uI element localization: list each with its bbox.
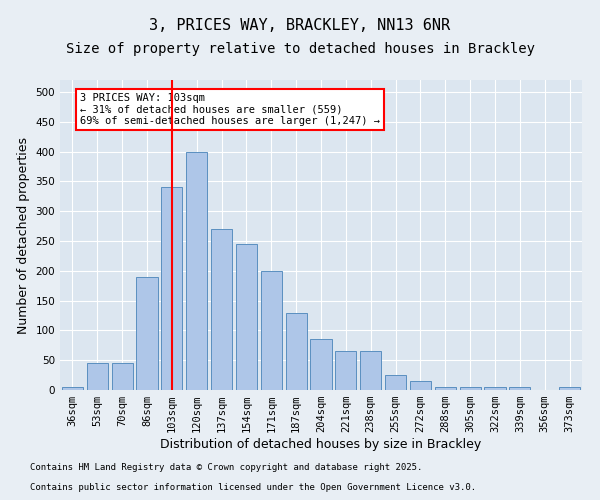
Bar <box>484 387 506 390</box>
Bar <box>559 387 580 390</box>
Bar <box>161 188 182 390</box>
X-axis label: Distribution of detached houses by size in Brackley: Distribution of detached houses by size … <box>160 438 482 451</box>
Y-axis label: Number of detached properties: Number of detached properties <box>17 136 30 334</box>
Bar <box>410 381 431 390</box>
Bar <box>509 387 530 390</box>
Bar <box>62 387 83 390</box>
Bar <box>360 351 381 390</box>
Bar <box>286 312 307 390</box>
Bar <box>261 271 282 390</box>
Bar <box>310 340 332 390</box>
Bar <box>87 363 108 390</box>
Bar <box>435 387 456 390</box>
Bar <box>335 351 356 390</box>
Text: Size of property relative to detached houses in Brackley: Size of property relative to detached ho… <box>65 42 535 56</box>
Bar <box>460 387 481 390</box>
Text: Contains HM Land Registry data © Crown copyright and database right 2025.: Contains HM Land Registry data © Crown c… <box>30 464 422 472</box>
Bar <box>136 276 158 390</box>
Bar <box>211 229 232 390</box>
Text: Contains public sector information licensed under the Open Government Licence v3: Contains public sector information licen… <box>30 484 476 492</box>
Bar <box>385 375 406 390</box>
Bar <box>236 244 257 390</box>
Bar <box>186 152 207 390</box>
Bar <box>112 363 133 390</box>
Text: 3, PRICES WAY, BRACKLEY, NN13 6NR: 3, PRICES WAY, BRACKLEY, NN13 6NR <box>149 18 451 32</box>
Text: 3 PRICES WAY: 103sqm
← 31% of detached houses are smaller (559)
69% of semi-deta: 3 PRICES WAY: 103sqm ← 31% of detached h… <box>80 93 380 126</box>
